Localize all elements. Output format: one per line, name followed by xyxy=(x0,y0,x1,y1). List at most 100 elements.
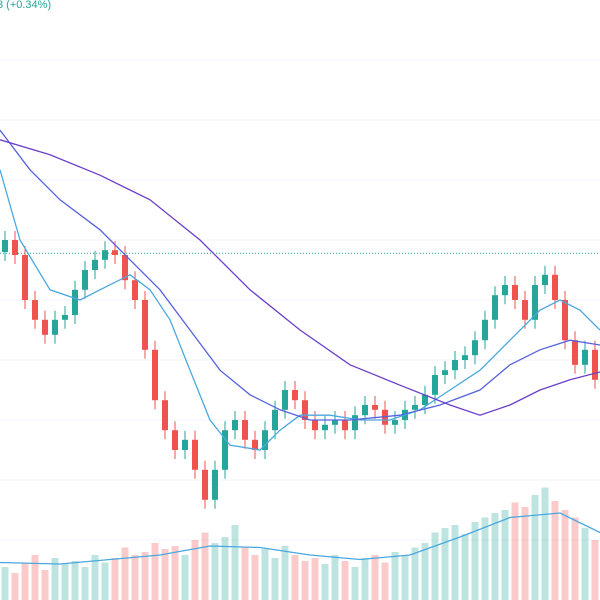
candle-body xyxy=(172,430,178,450)
candle-body xyxy=(162,400,168,431)
candle-body xyxy=(532,285,538,320)
volume-bar xyxy=(421,543,429,600)
candle-body xyxy=(492,295,498,320)
candle-body xyxy=(182,439,188,450)
candle-body xyxy=(282,390,288,410)
candle-body xyxy=(322,424,328,431)
volume-bar xyxy=(411,547,419,600)
volume-bar xyxy=(531,495,539,600)
candle-body xyxy=(202,469,208,500)
volume-bar xyxy=(81,567,89,600)
candle-body xyxy=(102,250,108,260)
candle-body xyxy=(542,274,548,285)
volume-bar xyxy=(181,555,189,600)
candle-body xyxy=(42,319,48,335)
volume-bar xyxy=(511,502,519,600)
candle-body xyxy=(302,400,308,420)
candle-body xyxy=(262,430,268,450)
volume-bar xyxy=(111,558,119,600)
candle-body xyxy=(342,420,348,431)
volume-bar xyxy=(41,570,49,600)
volume-bar xyxy=(161,549,169,600)
volume-bar xyxy=(241,547,249,600)
candle-body xyxy=(232,420,238,431)
volume-bar xyxy=(211,543,219,600)
moving-average xyxy=(0,139,600,416)
volume-bar xyxy=(371,555,379,600)
volume-bar xyxy=(21,562,29,600)
candle-body xyxy=(12,240,18,255)
candle-body xyxy=(562,300,568,341)
candle-body xyxy=(142,300,148,350)
candle-body xyxy=(292,390,298,401)
volume-bar xyxy=(91,555,99,600)
volume-bar xyxy=(481,517,489,600)
candle-body xyxy=(82,270,88,290)
volume-bar xyxy=(581,528,589,600)
volume-bar xyxy=(391,552,399,600)
volume-bar xyxy=(301,561,309,600)
candle-body xyxy=(252,439,258,450)
candle-body xyxy=(72,289,78,315)
volume-bar xyxy=(171,546,179,600)
volume-bar xyxy=(61,564,69,600)
volume-bar xyxy=(51,558,59,600)
volume-bar xyxy=(401,555,409,600)
candle-body xyxy=(52,319,58,335)
candle-body xyxy=(572,340,578,365)
candle-body xyxy=(2,240,8,252)
moving-average xyxy=(0,169,600,451)
volume-bar xyxy=(121,547,129,600)
volume-bar xyxy=(561,510,569,600)
candle-body xyxy=(212,469,218,500)
volume-bar xyxy=(201,532,209,600)
volume-bar xyxy=(251,555,259,600)
candle-body xyxy=(452,360,458,371)
candle-body xyxy=(462,355,468,360)
candle-body xyxy=(432,375,438,395)
candle-body xyxy=(242,420,248,440)
volume-bar xyxy=(501,510,509,600)
moving-average xyxy=(0,129,600,421)
volume-bar xyxy=(1,567,9,600)
volume-bar xyxy=(291,555,299,600)
volume-bar xyxy=(451,525,459,600)
candle-body xyxy=(582,349,588,365)
volume-ma xyxy=(0,512,600,565)
volume-bar xyxy=(151,543,159,600)
candle-body xyxy=(272,409,278,431)
candle-body xyxy=(222,430,228,470)
volume-bar xyxy=(551,501,559,600)
candle-body xyxy=(552,274,558,300)
volume-bar xyxy=(521,507,529,600)
volume-bar xyxy=(381,562,389,600)
volume-bar xyxy=(341,561,349,600)
volume-bar xyxy=(491,513,499,600)
volume-bar xyxy=(101,562,109,600)
candle-body xyxy=(112,250,118,255)
volume-bar xyxy=(321,564,329,600)
volume-bar xyxy=(431,532,439,600)
volume-bar xyxy=(271,558,279,600)
candle-body xyxy=(392,420,398,425)
volume-bar xyxy=(361,558,369,600)
candle-body xyxy=(192,439,198,470)
candle-body xyxy=(412,405,418,410)
candle-body xyxy=(132,280,138,300)
volume-bar xyxy=(141,552,149,600)
candle-body xyxy=(422,394,428,405)
volume-bar xyxy=(11,573,19,600)
candle-body xyxy=(62,315,68,320)
volume-bar xyxy=(331,555,339,600)
volume-bar xyxy=(191,540,199,600)
volume-bar xyxy=(281,546,289,600)
volume-bar xyxy=(261,549,269,600)
volume-bar xyxy=(541,487,549,600)
candle-body xyxy=(32,300,38,320)
candle-body xyxy=(512,285,518,300)
candle-body xyxy=(352,415,358,431)
volume-bar xyxy=(471,522,479,600)
change-label: 3 (+0.34%) xyxy=(0,0,51,11)
candle-body xyxy=(382,409,388,425)
